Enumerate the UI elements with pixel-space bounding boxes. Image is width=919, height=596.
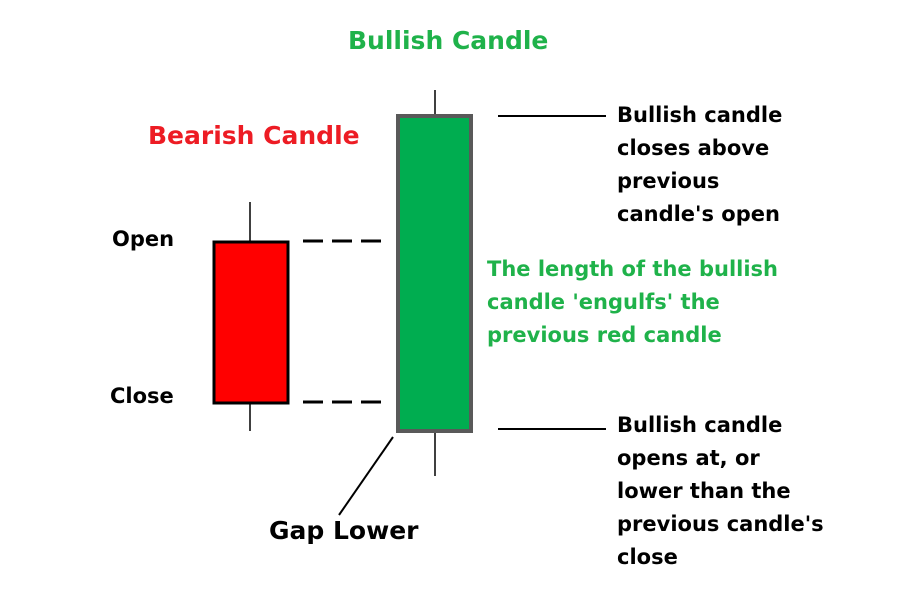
annotation-line: lower than the <box>617 479 791 503</box>
annotation-line: closes above <box>617 136 770 160</box>
annotation-line: Bullish candle <box>617 103 783 127</box>
opens-at-annotation: Bullish candle opens at, or lower than t… <box>617 409 824 574</box>
annotation-line: close <box>617 545 678 569</box>
close-label: Close <box>110 384 174 408</box>
gap-lower-label: Gap Lower <box>269 516 419 545</box>
bearish-candle-body <box>212 240 290 405</box>
gap-lower-pointer <box>338 436 394 516</box>
annotation-line: The length of the bullish <box>487 257 778 281</box>
annotation-line: Bullish candle <box>617 413 783 437</box>
annotation-line: opens at, or <box>617 446 760 470</box>
annotation-line: previous <box>617 169 720 193</box>
annotation-line: previous red candle <box>487 323 722 347</box>
annotation-line: candle's open <box>617 202 780 226</box>
bullish-candle-body <box>396 114 473 433</box>
engulfs-annotation: The length of the bullish candle 'engulf… <box>487 253 778 352</box>
bearish-title: Bearish Candle <box>148 121 360 150</box>
annotation-line: previous candle's <box>617 512 824 536</box>
closes-above-annotation: Bullish candle closes above previous can… <box>617 99 782 231</box>
open-label: Open <box>112 227 175 251</box>
annotation-line: candle 'engulfs' the <box>487 290 720 314</box>
bullish-title: Bullish Candle <box>348 26 549 55</box>
